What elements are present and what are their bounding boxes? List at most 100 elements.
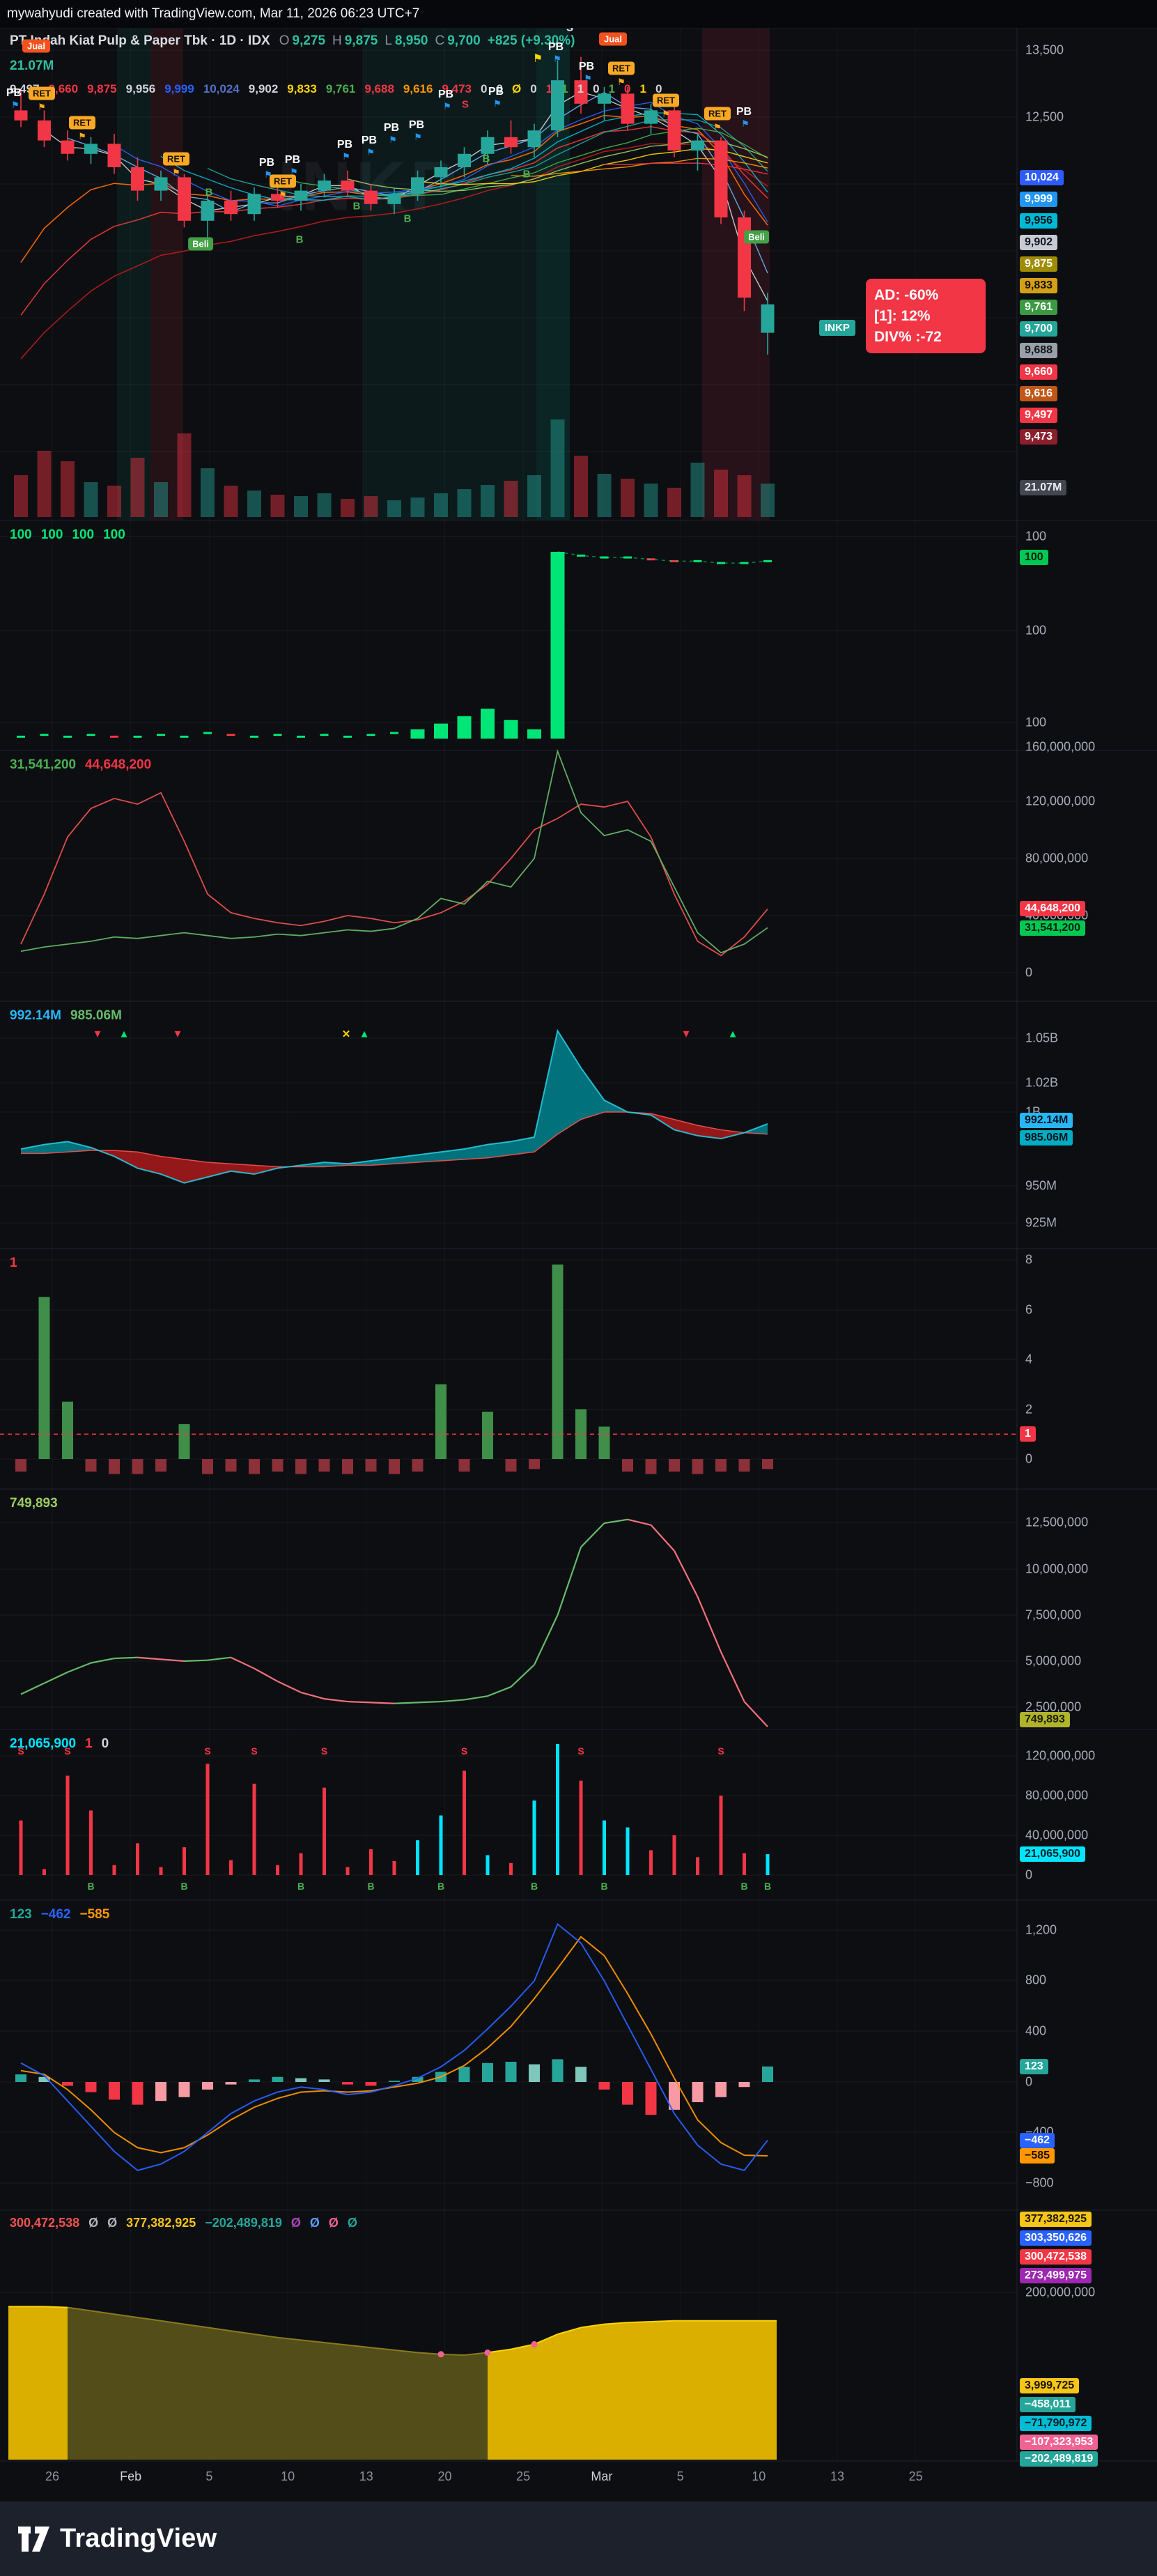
legend-value: Ø bbox=[511, 82, 522, 95]
axis-label[interactable]: 1.05B bbox=[1025, 1031, 1059, 1045]
svg-text:B: B bbox=[600, 1881, 607, 1892]
ohlc-value: 8,950 bbox=[394, 33, 428, 48]
axis-label[interactable]: 120,000,000 bbox=[1025, 1748, 1096, 1763]
axis-label[interactable]: 0 bbox=[1025, 965, 1033, 980]
time-label[interactable]: 13 bbox=[359, 2469, 373, 2483]
axis-label[interactable]: 160,000,000 bbox=[1025, 739, 1096, 754]
axis-label[interactable]: 7,500,000 bbox=[1025, 1607, 1082, 1622]
buy-signal-letter: B bbox=[522, 168, 531, 180]
legend-value: 9,688 bbox=[364, 82, 394, 95]
callout-line-ad: AD: -60% bbox=[874, 287, 939, 303]
legend-value: 1 bbox=[561, 82, 568, 95]
pb-label: PB bbox=[548, 41, 564, 53]
price-tag: 100 bbox=[1020, 550, 1048, 565]
axis-label[interactable]: 80,000,000 bbox=[1025, 1788, 1089, 1803]
tradingview-wordmark[interactable]: TradingView bbox=[60, 2524, 217, 2553]
time-label[interactable]: Mar bbox=[591, 2469, 613, 2483]
flag-icon: ⚑ bbox=[443, 101, 451, 111]
legend-value: 9,999 bbox=[164, 82, 194, 95]
axis-label[interactable]: 100 bbox=[1025, 529, 1047, 543]
time-label[interactable]: 25 bbox=[908, 2469, 923, 2483]
axis-label[interactable]: 12,500,000 bbox=[1025, 1515, 1089, 1529]
svg-text:B: B bbox=[531, 1881, 538, 1892]
axis-label[interactable]: 2,500,000 bbox=[1025, 1699, 1082, 1714]
axis-label[interactable]: 10,000,000 bbox=[1025, 1561, 1089, 1576]
flag-icon: ⚑ bbox=[584, 73, 592, 84]
time-label[interactable]: 5 bbox=[676, 2469, 684, 2483]
price-tag: 44,648,200 bbox=[1020, 901, 1086, 916]
axis-label[interactable]: 0 bbox=[1025, 1451, 1033, 1466]
flag-icon: ⚑ bbox=[713, 122, 722, 132]
axis-label[interactable]: 12,500 bbox=[1025, 109, 1064, 124]
flag-icon: ⚑ bbox=[532, 53, 543, 65]
pane-legend: 123 −462 −585 bbox=[10, 1907, 118, 1922]
axis-label[interactable]: 120,000,000 bbox=[1025, 794, 1096, 808]
flag-icon: ⚑ bbox=[38, 102, 46, 112]
axis-label[interactable]: 1.02B bbox=[1025, 1075, 1059, 1090]
flag-icon: ⚑ bbox=[741, 118, 750, 129]
axis-label[interactable]: 40,000,000 bbox=[1025, 1828, 1089, 1842]
time-label[interactable]: 25 bbox=[516, 2469, 531, 2483]
legend-value: 9,473 bbox=[442, 82, 472, 95]
pane-legend: 21.07M bbox=[10, 59, 63, 74]
time-label[interactable]: Feb bbox=[120, 2469, 142, 2483]
axis-label[interactable]: 925M bbox=[1025, 1215, 1057, 1230]
axis-label[interactable]: 950M bbox=[1025, 1178, 1057, 1193]
price-tag: 9,902 bbox=[1020, 235, 1058, 250]
axis-label[interactable]: 800 bbox=[1025, 1973, 1047, 1987]
legend-value: 1 bbox=[608, 82, 615, 95]
axis-label[interactable]: 80,000,000 bbox=[1025, 851, 1089, 865]
time-label[interactable]: 26 bbox=[45, 2469, 60, 2483]
legend-value: Ø bbox=[88, 2216, 99, 2230]
axis-label[interactable]: −800 bbox=[1025, 2175, 1054, 2190]
tradingview-logo-icon[interactable] bbox=[18, 2526, 50, 2552]
pb-label: PB bbox=[258, 157, 275, 169]
price-tag: 9,473 bbox=[1020, 429, 1058, 445]
legend-value: Ø bbox=[309, 2216, 320, 2230]
time-label[interactable]: 13 bbox=[830, 2469, 845, 2483]
signal-marker: ▼ bbox=[172, 1028, 183, 1040]
svg-text:S: S bbox=[64, 1745, 70, 1757]
axis-label[interactable]: 2 bbox=[1025, 1402, 1033, 1417]
time-label[interactable]: 20 bbox=[437, 2469, 452, 2483]
time-label[interactable]: 5 bbox=[205, 2469, 213, 2483]
pb-label: PB bbox=[361, 134, 378, 146]
legend-value: 9,956 bbox=[125, 82, 156, 95]
time-label[interactable]: 10 bbox=[752, 2469, 766, 2483]
axis-label[interactable]: 100 bbox=[1025, 715, 1047, 730]
alert-callout[interactable]: AD: -60% [1]: 12% DIV% :-72 bbox=[866, 279, 986, 354]
chart-canvas[interactable]: S S B B S S B S B B S B S B S B B bbox=[0, 0, 1157, 2501]
legend-value: 9,660 bbox=[48, 82, 79, 95]
legend-value: −202,489,819 bbox=[205, 2216, 282, 2230]
axis-label[interactable]: 100 bbox=[1025, 623, 1047, 638]
legend-value: Ø bbox=[290, 2216, 301, 2230]
svg-text:B: B bbox=[180, 1881, 187, 1892]
axis-label[interactable]: 5,000,000 bbox=[1025, 1653, 1082, 1668]
flag-icon: ⚑ bbox=[264, 169, 272, 180]
axis-label[interactable]: 0 bbox=[1025, 2074, 1033, 2089]
time-label[interactable]: 10 bbox=[281, 2469, 295, 2483]
pb-label: PB bbox=[408, 119, 425, 131]
svg-text:S: S bbox=[204, 1745, 210, 1757]
ret-label: RET bbox=[163, 152, 189, 166]
price-tag: 123 bbox=[1020, 2059, 1048, 2074]
axis-label[interactable]: 400 bbox=[1025, 2023, 1047, 2038]
flag-icon: ⚑ bbox=[172, 167, 180, 178]
axis-label[interactable]: 4 bbox=[1025, 1352, 1033, 1366]
axis-label[interactable]: 13,500 bbox=[1025, 43, 1064, 57]
symbol-title[interactable]: PT Indah Kiat Pulp & Paper Tbk · 1D · ID… bbox=[10, 33, 270, 48]
ohlc-key: L bbox=[385, 33, 392, 48]
axis-label[interactable]: 0 bbox=[1025, 1867, 1033, 1882]
price-tag: 9,761 bbox=[1020, 300, 1058, 315]
flag-icon: ⚑ bbox=[493, 98, 502, 109]
price-tag: 992.14M bbox=[1020, 1113, 1073, 1128]
axis-label[interactable]: 200,000,000 bbox=[1025, 2285, 1096, 2299]
axis-label[interactable]: 8 bbox=[1025, 1252, 1033, 1267]
axis-label[interactable]: 1,200 bbox=[1025, 1922, 1057, 1937]
time-scale[interactable]: 26 Feb 5 10 13 20 25 Mar 5 10 13 25 bbox=[0, 2461, 1157, 2501]
pane-legend: 21,065,900 1 0 bbox=[10, 1736, 118, 1752]
legend-value: 100 bbox=[103, 527, 125, 542]
axis-label[interactable]: 6 bbox=[1025, 1302, 1033, 1317]
price-tag: 9,688 bbox=[1020, 343, 1058, 358]
legend-value: 749,893 bbox=[10, 1496, 58, 1511]
